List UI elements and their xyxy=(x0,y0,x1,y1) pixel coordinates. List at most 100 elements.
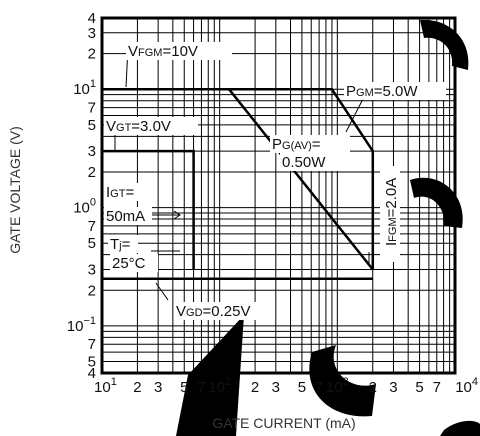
tick-exponent: 0 xyxy=(90,197,96,209)
annotation-background xyxy=(108,235,138,253)
tick-exponent: 4 xyxy=(472,376,478,388)
annotation-tj1: Tj= xyxy=(108,235,138,253)
y-tick-label: 3 xyxy=(88,143,96,160)
tick-base: 3 xyxy=(389,379,397,396)
annotation-value: 50mA xyxy=(106,208,145,225)
annotation-pgav1: PG(AV)= xyxy=(270,135,350,153)
annotation-value: = xyxy=(312,136,321,153)
tick-base: 3 xyxy=(88,261,96,278)
annotation-background xyxy=(380,166,400,262)
annotation-prefix: V xyxy=(128,43,138,60)
tick-base: 3 xyxy=(154,379,162,396)
annotation-prefix: I xyxy=(383,242,400,246)
annotation-tj2: 25°C xyxy=(110,254,158,272)
leaders xyxy=(114,46,370,301)
annotation-background xyxy=(104,117,198,135)
watermark-shape xyxy=(440,420,480,436)
annotation-value: = xyxy=(122,236,131,253)
annotation-text: VGT=3.0V xyxy=(106,118,171,135)
annotation-subscript: GT xyxy=(110,188,126,200)
annotation-value: =10V xyxy=(162,43,197,60)
annotation-text: PG(AV)= xyxy=(272,136,321,153)
annotation-subscript: G(AV) xyxy=(282,140,312,152)
annotation-text: IFGM=2.0A xyxy=(383,178,400,246)
tick-base: 10 xyxy=(73,81,90,98)
x-tick-label: 2 xyxy=(251,379,259,396)
tick-base: 5 xyxy=(88,235,96,252)
annotation-background xyxy=(270,135,350,153)
tick-base: 4 xyxy=(88,10,96,27)
y-tick-label: 7 xyxy=(88,100,96,117)
tick-base: 5 xyxy=(88,354,96,371)
y-tick-label: 7 xyxy=(88,336,96,353)
annotation-background xyxy=(126,42,232,60)
series-line xyxy=(228,88,374,271)
y-tick-label: 4 xyxy=(88,365,96,382)
annotation-prefix: P xyxy=(272,136,282,153)
annotation-leader xyxy=(155,282,169,301)
x-tick-label: 5 xyxy=(180,379,188,396)
annotation-background xyxy=(174,302,272,320)
x-tick-label: 7 xyxy=(433,379,441,396)
annotation-subscript: FGM xyxy=(138,47,162,59)
tick-base: 5 xyxy=(88,117,96,134)
annotation-background xyxy=(110,254,158,272)
x-tick-label: 7 xyxy=(315,379,323,396)
tick-exponent: 1 xyxy=(111,376,117,388)
tick-base: 2 xyxy=(88,46,96,63)
y-tick-label: 5 xyxy=(88,235,96,252)
tick-base: 10 xyxy=(94,379,111,396)
annotation-pgm: PGM=5.0W xyxy=(344,82,446,100)
x-tick-label: 3 xyxy=(154,379,162,396)
x-tick-label: 3 xyxy=(389,379,397,396)
y-tick-label: 100 xyxy=(73,197,96,217)
annotation-subscript: FGM xyxy=(387,217,399,241)
tick-base: 2 xyxy=(251,379,259,396)
curves xyxy=(102,87,375,281)
annotation-vgt: VGT=3.0V xyxy=(104,117,198,135)
tick-base: 10 xyxy=(455,379,472,396)
watermark-shape xyxy=(176,315,244,436)
annotation-subscript: GT xyxy=(116,122,132,134)
annotation-background xyxy=(344,82,446,100)
y-tick-label: 101 xyxy=(73,78,96,98)
x-tick-label: 102 xyxy=(208,376,231,396)
y-tick-label: 3 xyxy=(88,25,96,42)
x-tick-label: 104 xyxy=(455,376,478,396)
annotation-text: 25°C xyxy=(112,255,146,272)
tick-base: 10 xyxy=(67,318,84,335)
annotation-prefix: V xyxy=(176,303,186,320)
y-tick-label: 5 xyxy=(88,354,96,371)
annotation-text: 0.50W xyxy=(282,154,326,171)
tick-base: 5 xyxy=(415,379,423,396)
tick-exponent: 1 xyxy=(90,78,96,90)
annotation-value: 0.50W xyxy=(282,154,326,171)
annotation-text: PGM=5.0W xyxy=(346,83,418,100)
tick-base: 2 xyxy=(88,282,96,299)
annotation-text: VGD=0.25V xyxy=(176,303,250,320)
tick-exponent: −1 xyxy=(83,315,96,327)
grid xyxy=(100,16,457,375)
annotation-leader xyxy=(151,210,181,220)
y-axis-title: GATE VOLTAGE (V) xyxy=(7,126,23,254)
annotation-background xyxy=(104,183,144,201)
y-tick-label: 2 xyxy=(88,46,96,63)
y-tick-label: 7 xyxy=(88,218,96,235)
tick-exponent: 2 xyxy=(225,376,231,388)
y-tick-label: 2 xyxy=(88,164,96,181)
x-tick-label: 101 xyxy=(94,376,117,396)
tick-base: 7 xyxy=(315,379,323,396)
annotation-text: VFGM=10V xyxy=(128,43,198,60)
x-tick-label: 7 xyxy=(197,379,205,396)
x-tick-label: 103 xyxy=(326,376,349,396)
annotation-text: Tj= xyxy=(110,236,131,253)
annotation-text: IGT= xyxy=(106,184,134,201)
annotation-value: 25°C xyxy=(112,255,146,272)
annotations: VFGM=10VPGM=5.0WVGT=3.0VPG(AV)=0.50WIGT=… xyxy=(104,42,446,320)
annotation-vgd: VGD=0.25V xyxy=(174,302,272,320)
annotation-value: =2.0A xyxy=(383,178,400,218)
annotation-subscript: j xyxy=(118,240,121,252)
tick-base: 7 xyxy=(197,379,205,396)
